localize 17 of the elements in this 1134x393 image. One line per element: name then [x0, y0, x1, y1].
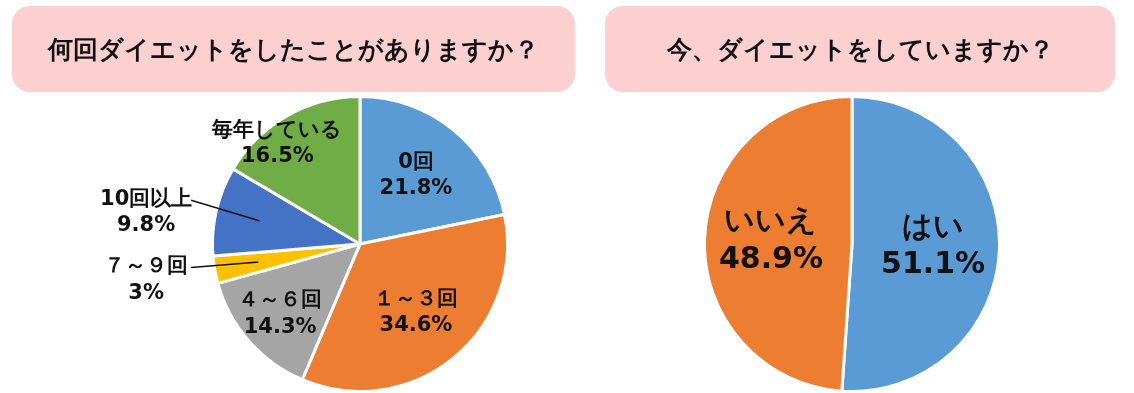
chart-title: 何回ダイエットをしたことがありますか？: [12, 6, 575, 92]
data-label: 9.8%: [117, 212, 176, 237]
data-label: 21.8%: [379, 175, 453, 200]
data-label: 16.5%: [240, 143, 314, 168]
slice-label: 10回以上: [100, 186, 193, 211]
slice-label: １～３回: [373, 285, 458, 310]
data-label: 34.6%: [379, 312, 453, 337]
chart-title: 今、ダイエットをしていますか？: [605, 6, 1115, 92]
slice-label: 0回: [398, 148, 434, 173]
data-label: 3%: [128, 279, 164, 304]
slice-label: ４～６回: [238, 287, 323, 312]
data-label: 48.9%: [718, 239, 823, 275]
data-label: 14.3%: [243, 313, 317, 338]
data-label: 51.1%: [881, 245, 986, 281]
slice-label: はい: [902, 207, 965, 243]
slice-label: いいえ: [724, 202, 818, 238]
slice-label: ７～９回: [104, 253, 189, 278]
